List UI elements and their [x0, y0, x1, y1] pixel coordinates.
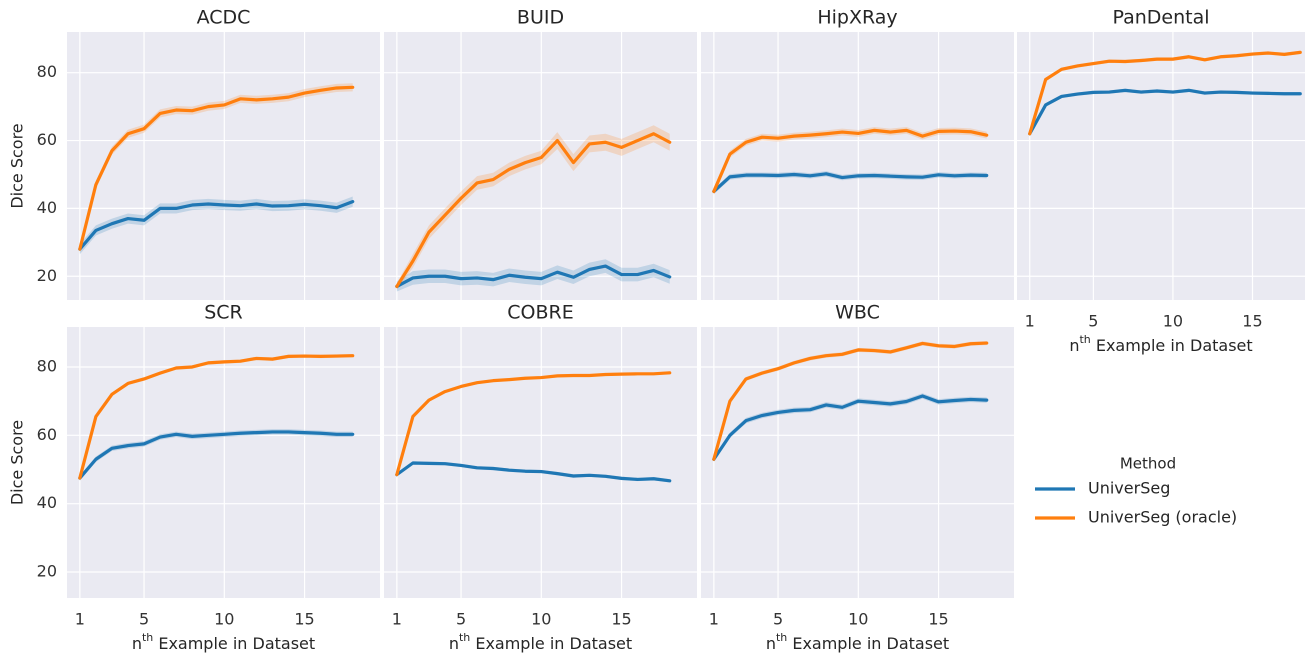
x-tick-label: 5	[1088, 312, 1098, 331]
x-tick-label: 10	[1163, 312, 1183, 331]
legend-title: Method	[1120, 455, 1176, 473]
plot-background	[67, 32, 380, 300]
x-axis-label-after: Example in Dataset	[153, 634, 315, 653]
panel-title: HipXRay	[817, 7, 897, 29]
panel-title: ACDC	[197, 7, 251, 29]
plot-background	[701, 32, 1014, 300]
panel-title: PanDental	[1112, 7, 1209, 29]
y-tick-label: 40	[37, 198, 57, 217]
x-tick-label: 10	[848, 610, 868, 629]
y-tick-label: 20	[37, 266, 57, 285]
y-tick-label: 20	[37, 562, 57, 581]
x-axis-label-superscript: th	[776, 631, 787, 644]
x-tick-label: 15	[1242, 312, 1262, 331]
x-axis-label-after: Example in Dataset	[1091, 336, 1253, 355]
plot-background	[384, 32, 697, 300]
y-tick-label: 80	[37, 356, 57, 375]
panel-title: SCR	[204, 302, 243, 324]
y-tick-label: 60	[37, 130, 57, 149]
y-tick-label: 60	[37, 425, 57, 444]
x-tick-label: 5	[456, 610, 466, 629]
x-axis-label-superscript: th	[142, 631, 153, 644]
line	[395, 461, 672, 483]
x-tick-label: 15	[611, 610, 631, 629]
legend-label: UniverSeg	[1088, 479, 1170, 498]
legend-label: UniverSeg (oracle)	[1088, 508, 1237, 527]
line	[395, 132, 672, 289]
x-tick-label: 10	[531, 610, 551, 629]
line	[395, 371, 672, 477]
line	[712, 128, 989, 194]
x-tick-label: 10	[214, 610, 234, 629]
line	[78, 354, 355, 480]
x-axis-label: nth Example in Dataset	[766, 631, 949, 653]
line	[78, 200, 355, 251]
line	[1028, 88, 1302, 136]
line	[78, 85, 355, 251]
x-axis-label-text: n	[766, 634, 776, 653]
line	[395, 264, 672, 289]
x-tick-label: 15	[928, 610, 948, 629]
line	[78, 430, 355, 480]
y-axis-label: Dice Score	[8, 420, 27, 505]
x-axis-label: nth Example in Dataset	[132, 631, 315, 653]
y-axis-label: Dice Score	[8, 123, 27, 208]
panel-title: WBC	[835, 302, 880, 324]
x-tick-label: 1	[1025, 312, 1035, 331]
line	[712, 341, 989, 461]
line	[712, 172, 989, 194]
plot-background	[67, 327, 380, 598]
panel-title: BUID	[517, 7, 564, 29]
plot-background	[701, 327, 1014, 598]
x-tick-label: 5	[139, 610, 149, 629]
panel-title: COBRE	[507, 302, 573, 324]
x-axis-label: nth Example in Dataset	[1069, 333, 1252, 355]
x-axis-label-after: Example in Dataset	[787, 634, 949, 653]
x-axis-label-text: n	[449, 634, 459, 653]
x-tick-label: 1	[709, 610, 719, 629]
line	[712, 394, 989, 461]
y-tick-label: 40	[37, 493, 57, 512]
x-tick-label: 1	[392, 610, 402, 629]
x-axis-label-text: n	[1069, 336, 1079, 355]
confidence-band	[713, 126, 987, 195]
x-axis-label-text: n	[132, 634, 142, 653]
line	[1028, 50, 1302, 136]
plot-background	[1017, 32, 1305, 300]
x-axis-label-after: Example in Dataset	[470, 634, 632, 653]
x-axis-label-superscript: th	[1079, 333, 1090, 346]
x-tick-label: 15	[294, 610, 314, 629]
x-axis-label: nth Example in Dataset	[449, 631, 632, 653]
y-tick-label: 80	[37, 62, 57, 81]
x-axis-label-superscript: th	[459, 631, 470, 644]
confidence-band	[79, 196, 353, 255]
x-tick-label: 1	[75, 610, 85, 629]
x-tick-label: 5	[773, 610, 783, 629]
